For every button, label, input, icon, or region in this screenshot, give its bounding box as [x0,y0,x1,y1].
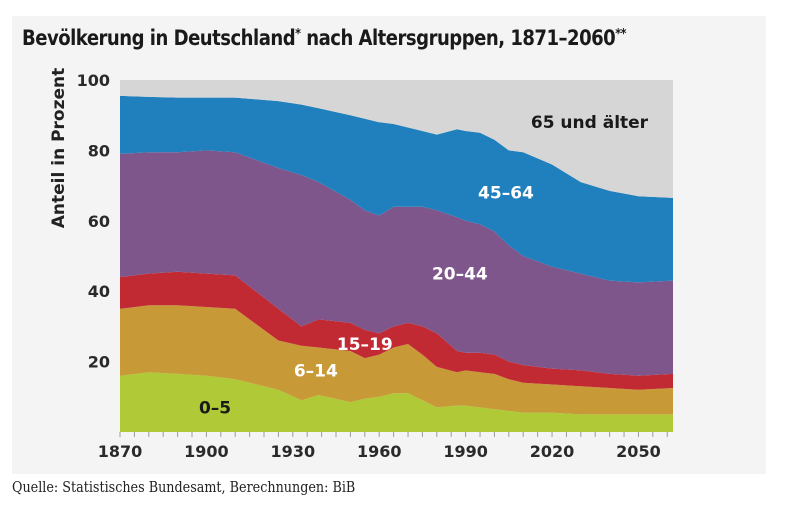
x-tick-label: 1900 [184,442,229,461]
x-tick-label: 1990 [443,442,488,461]
y-tick-label: 60 [88,212,110,231]
title-footnote-mark-1: * [295,27,301,42]
area-label: 45–64 [478,184,534,204]
title-text: Bevölkerung in Deutschland [22,26,296,50]
x-tick-label: 1870 [98,442,143,461]
area-labels: 0–5 6–14 15–19 20–44 45–64 65 und älter [199,113,649,418]
area-label: 0–5 [199,398,231,418]
chart-title: Bevölkerung in Deutschland* nach Altersg… [22,26,626,50]
y-axis-title: Anteil in Prozent [49,68,69,229]
area-label: 6–14 [294,361,338,381]
source-note: Quelle: Statistisches Bundesamt, Berechn… [12,478,356,496]
area-0-5 [120,372,673,432]
area-15-19 [120,271,673,390]
y-tick-label: 100 [77,71,110,90]
x-tick-label: 1960 [357,442,402,461]
x-axis: 1870 1900 1930 1960 1990 2020 2050 [98,432,668,461]
title-footnote-mark-2: ** [615,27,626,42]
x-tick-label: 2050 [616,442,661,461]
area-65-und-aelter [120,80,673,198]
title-text-2: nach Altersgruppen, 1871–2060 [300,26,616,50]
x-tick-label: 1930 [271,442,316,461]
area-label: 15–19 [337,335,393,355]
y-tick-label: 40 [88,282,110,301]
x-tick-label: 2020 [530,442,575,461]
y-tick-label: 80 [88,141,110,160]
area-label: 65 und älter [531,113,649,133]
area-label: 20–44 [432,265,488,285]
y-tick-label: 20 [88,353,110,372]
y-axis: 20 40 60 80 100 [77,71,110,372]
area-45-64 [120,95,673,283]
area-20-44 [120,150,673,376]
areas-group [120,80,673,432]
area-6-14 [120,305,673,415]
